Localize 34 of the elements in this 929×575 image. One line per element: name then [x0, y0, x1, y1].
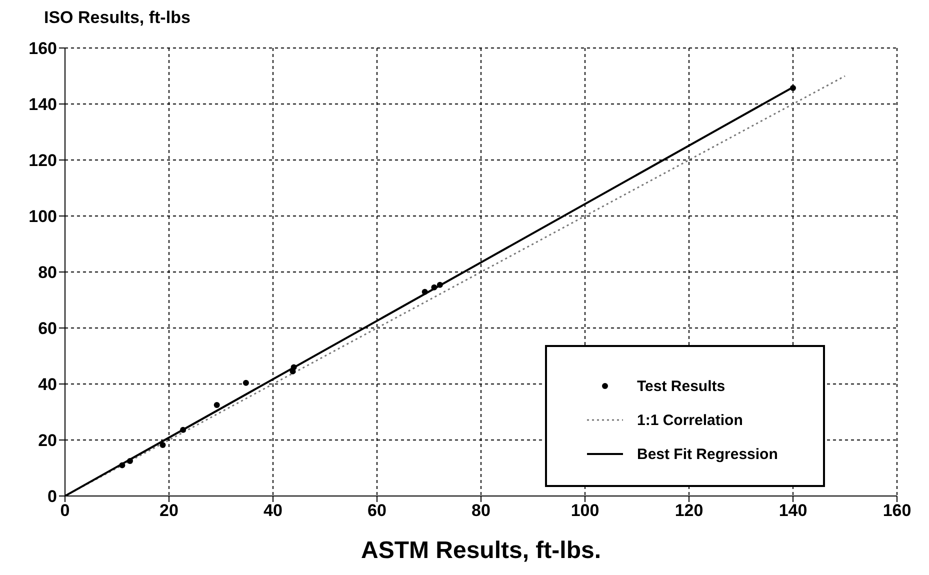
point: [214, 402, 220, 408]
y-axis-title: ISO Results, ft-lbs: [44, 8, 190, 28]
point: [180, 426, 186, 433]
x-tick-label: 60: [368, 501, 386, 520]
point: [290, 364, 297, 370]
point: [431, 284, 438, 290]
point: [242, 380, 249, 386]
legend-label: Best Fit Regression: [637, 446, 778, 462]
x-tick-label: 100: [570, 501, 600, 520]
x-tick-label: 20: [160, 501, 178, 520]
y-tick-label: 20: [38, 431, 57, 450]
point: [119, 462, 126, 468]
x-tick-label: 160: [882, 501, 912, 520]
y-tick-label: 60: [38, 319, 57, 338]
x-tick-label: 40: [264, 501, 282, 520]
point: [160, 442, 166, 448]
x-tick-label: 80: [472, 501, 490, 520]
y-tick-label: 40: [38, 375, 57, 394]
point: [790, 85, 796, 92]
y-tick-label: 120: [28, 151, 57, 170]
y-tick-label: 140: [28, 95, 57, 114]
point: [422, 288, 428, 295]
point: [436, 282, 443, 288]
x-axis-title: ASTM Results, ft-lbs.: [360, 537, 602, 564]
legend-label: 1:1 Correlation: [637, 412, 743, 428]
y-tick-label: 160: [28, 39, 57, 58]
point: [127, 458, 133, 464]
y-tick-label: 0: [48, 487, 57, 506]
x-tick-label: 120: [674, 501, 704, 520]
x-tick-label: 140: [778, 501, 808, 520]
y-tick-label: 100: [28, 207, 57, 226]
x-tick-label: 0: [60, 501, 70, 520]
y-tick-label: 80: [38, 263, 57, 282]
legend-label: Test Results: [637, 378, 726, 394]
